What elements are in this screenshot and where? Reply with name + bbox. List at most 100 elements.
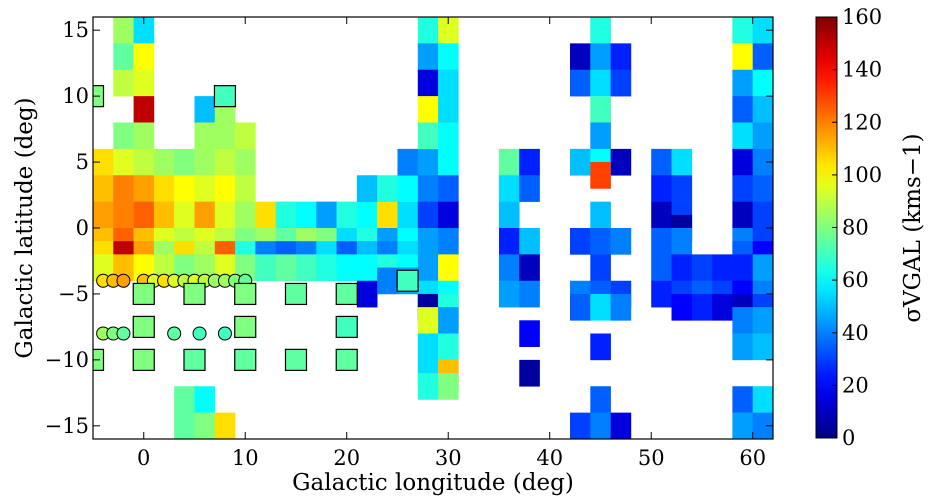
heatmap-cell (732, 201, 753, 229)
heatmap-cell (732, 412, 753, 439)
heatmap-cell (174, 254, 195, 282)
heatmap-cell (174, 148, 195, 176)
heatmap-cell (732, 333, 753, 361)
heatmap-cell (519, 175, 540, 202)
heatmap-cell (498, 201, 520, 229)
heatmap-cell (498, 228, 520, 255)
heatmap-cell (438, 307, 459, 334)
heatmap-cell (570, 228, 591, 255)
heatmap-cell (752, 17, 773, 44)
plot-area (92, 16, 774, 466)
heatmap-cell (438, 175, 459, 202)
x-tick-label: 0 (137, 446, 150, 470)
heatmap-cell (519, 228, 540, 255)
heatmap-cell (438, 254, 459, 282)
heatmap-cell (93, 175, 114, 202)
y-tick-label: 0 (76, 216, 89, 240)
heatmap-cell (610, 69, 632, 97)
heatmap-cell (417, 201, 439, 229)
heatmap-cell (732, 175, 753, 202)
colorbar-title: σVGAL (kms−1) (900, 133, 926, 322)
heatmap-cell (671, 148, 693, 176)
colorbar-tick-label: 160 (842, 5, 882, 29)
heatmap-cell (651, 228, 672, 255)
heatmap-cell (590, 228, 611, 255)
heatmap-cell (174, 412, 195, 439)
heatmap-cell (255, 201, 276, 229)
colorbar-tick-label: 0 (842, 426, 855, 450)
heatmap-cell (397, 201, 419, 229)
x-tick-label: 60 (739, 446, 766, 470)
heatmap-cell (590, 254, 611, 282)
heatmap-cell (397, 175, 419, 202)
heatmap-cell (214, 175, 236, 202)
y-axis: 15 10 5 0 −5 −10 −15 (45, 18, 773, 438)
y-axis-title: Galactic latitude (deg) (12, 97, 38, 358)
heatmap-cell (356, 201, 378, 229)
heatmap-cell (113, 43, 134, 71)
heatmap-cell (194, 439, 215, 466)
square-marker (335, 348, 358, 371)
heatmap-cell (194, 122, 216, 150)
heatmap-cell (174, 175, 195, 202)
heatmap-cell (336, 254, 358, 282)
heatmap-cell (295, 254, 317, 282)
heatmap-cell (752, 175, 773, 202)
heatmap-cell (712, 293, 733, 321)
heatmap-cell (295, 201, 317, 229)
heatmap-cell (590, 293, 611, 321)
circle-marker (192, 326, 207, 341)
heatmap-cell (356, 280, 378, 308)
heatmap-cell (153, 201, 175, 229)
circle-marker (116, 273, 131, 288)
y-tick-label: 15 (62, 18, 89, 42)
heatmap-cell (732, 17, 753, 44)
heatmap-cell (153, 254, 175, 282)
heatmap-cell (752, 254, 773, 282)
heatmap-cell (417, 373, 439, 400)
heatmap-cell (752, 43, 773, 71)
x-axis: 0 10 20 30 40 50 60 (137, 17, 766, 470)
heatmap-cell (113, 148, 134, 176)
heatmap-cell (590, 333, 611, 361)
heatmap-cell (438, 69, 459, 97)
heatmap-cell (438, 43, 459, 71)
heatmap-cell (153, 148, 175, 176)
heatmap-cell (732, 43, 753, 71)
heatmap-cell (336, 201, 358, 229)
heatmap-cell (570, 293, 591, 321)
y-tick-label: 10 (62, 84, 89, 108)
heatmap-cell (214, 148, 236, 176)
square-marker (234, 348, 257, 371)
heatmap-cell (174, 386, 195, 413)
heatmap-cell (590, 201, 611, 229)
heatmap-cell (752, 148, 773, 176)
heatmap-cell (417, 69, 439, 97)
heatmap-cell (356, 254, 378, 282)
square-marker (284, 282, 308, 306)
heatmap-cell (133, 175, 155, 202)
heatmap-cell (438, 373, 459, 400)
x-axis-title: Galactic longitude (deg) (292, 470, 574, 496)
heatmap-cell (671, 254, 693, 282)
heatmap-cell (610, 293, 632, 321)
heatmap-cell (194, 175, 216, 202)
heatmap-cell (417, 175, 439, 202)
circle-marker (167, 326, 182, 341)
colorbar-tick-label: 80 (842, 216, 869, 240)
heatmap-cell (651, 148, 672, 176)
heatmap-cell (732, 148, 753, 176)
heatmap-cell (438, 228, 459, 255)
heatmap-cell (590, 122, 611, 150)
colorbar-tick-label: 100 (842, 163, 882, 187)
heatmap-cell (752, 69, 773, 97)
heatmap-cell (275, 201, 297, 229)
heatmap-cell (590, 43, 611, 71)
heatmap-cell (417, 254, 439, 282)
heatmap-cell (417, 333, 439, 361)
heatmap-cell (93, 201, 114, 229)
heatmap-cell (194, 96, 216, 123)
heatmap-cell (752, 386, 773, 413)
heatmap-cell (133, 254, 155, 282)
square-marker (132, 315, 155, 339)
